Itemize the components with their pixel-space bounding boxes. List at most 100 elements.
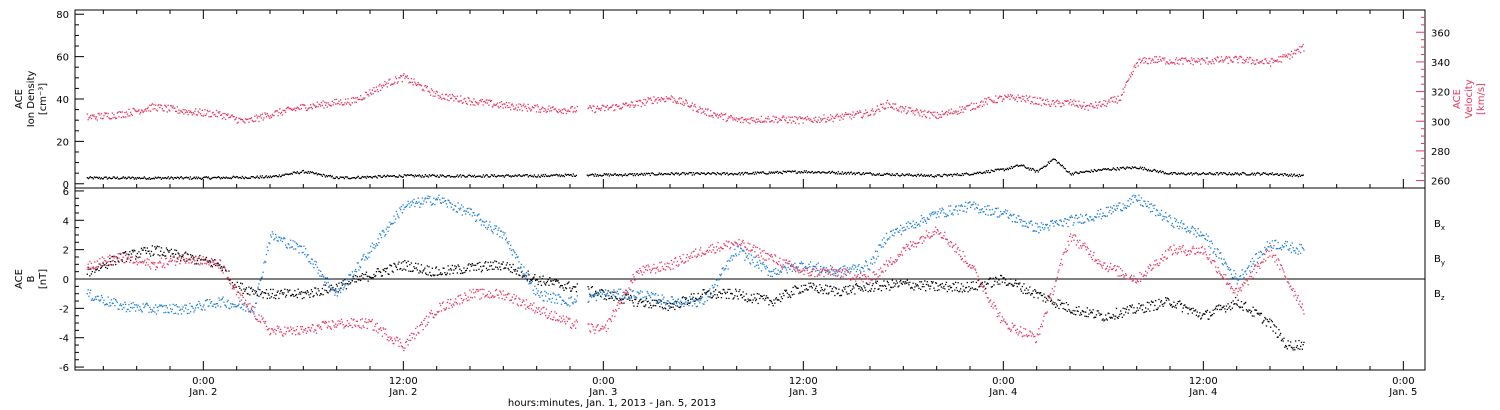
density-point [548,175,550,178]
density-point [318,173,320,175]
density-point [988,172,990,174]
by-point [309,261,311,263]
velocity-point [1236,58,1238,61]
velocity-point [451,93,453,96]
by-point [123,307,125,309]
by-point [447,199,449,201]
density-point [336,176,338,178]
density-point [1112,167,1114,169]
velocity-point [150,104,153,106]
velocity-point [264,112,266,114]
bx-point [370,276,372,278]
density-point [1086,170,1088,173]
density-point [939,175,941,177]
velocity-point [1155,61,1157,63]
velocity-point [1029,95,1031,97]
bx-point [1256,312,1258,314]
density-point [373,176,375,178]
bx-point [796,287,798,289]
velocity-point [1292,53,1294,55]
velocity-point [1219,60,1221,63]
bx-point [981,281,983,284]
velocity-point [1195,61,1197,63]
by-point [375,243,378,245]
velocity-point [675,101,677,103]
density-point [874,174,876,176]
velocity-point [646,100,648,103]
density-point [490,174,492,176]
by-point [301,252,303,254]
velocity-point [360,95,362,97]
density-point [138,176,140,179]
density-point [1005,168,1007,171]
density-point [668,173,670,176]
velocity-point [528,107,530,109]
by-point [163,312,165,314]
bx-point [1214,308,1216,311]
bx-point [285,296,287,298]
bx-point [114,261,116,263]
bx-point [366,275,368,277]
bx-point [945,283,947,286]
velocity-point [775,116,778,118]
velocity-point [722,118,724,121]
velocity-point [482,104,484,106]
density-point [983,171,985,173]
bx-point [175,253,177,255]
velocity-point [1285,54,1288,57]
by-point [480,224,483,226]
density-point [1018,165,1020,167]
bx-point [1080,313,1083,316]
bx-point [1193,310,1195,312]
velocity-point [1245,61,1247,63]
bx-point [1190,308,1193,310]
velocity-point [868,114,870,116]
velocity-point [1100,105,1103,108]
bx-point [159,255,161,257]
bx-point [1174,306,1176,308]
bx-point [1116,316,1118,319]
bx-point [1140,305,1142,307]
density-point [1032,168,1034,170]
bx-point [808,282,810,284]
density-point [1076,172,1078,174]
velocity-point [1070,99,1072,101]
density-point [595,175,597,177]
velocity-point [1220,60,1222,62]
by-point [565,303,568,305]
bx-point [258,295,260,297]
density-point [855,172,857,174]
velocity-point [753,120,755,122]
density-point [526,174,528,176]
bx-point [1079,314,1081,316]
bx-point [1074,310,1076,312]
velocity-point [535,105,537,107]
velocity-point [592,105,594,107]
velocity-point [372,93,374,95]
velocity-point [1259,61,1261,63]
bx-point [430,274,432,276]
velocity-point [1141,59,1143,61]
by-point [566,304,568,306]
by-point [639,292,641,294]
velocity-point [767,116,769,118]
velocity-point [342,104,344,106]
bx-point [1026,292,1028,295]
by-point [359,265,361,268]
density-point [277,176,279,178]
velocity-point [457,100,459,102]
velocity-point [134,109,136,111]
density-point [465,176,467,178]
velocity-point [1235,55,1237,58]
velocity-point [147,106,149,108]
bx-point [782,292,784,295]
velocity-point [590,106,592,108]
by-point [410,201,412,203]
velocity-point [89,116,91,118]
bx-point [753,293,755,295]
by-point [175,312,177,314]
bx-point [573,286,575,288]
bx-point [1157,307,1159,309]
density-point [1001,168,1003,170]
velocity-point [1182,63,1184,65]
